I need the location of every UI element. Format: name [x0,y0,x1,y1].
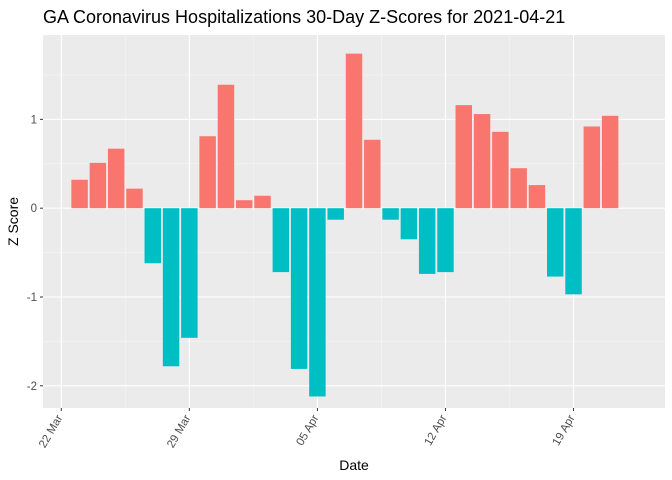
y-tick-label: 1 [31,114,37,126]
bar [364,139,381,209]
bar [217,84,235,209]
bar [565,208,582,295]
chart-title: GA Coronavirus Hospitalizations 30-Day Z… [43,7,565,27]
bar [236,200,253,209]
y-tick-label: -2 [27,381,37,393]
x-tick-label: 29 Mar [165,413,193,450]
bar [492,131,509,209]
bar [309,208,326,397]
bar [327,208,344,220]
x-tick-label: 22 Mar [37,413,65,450]
bar [455,105,472,209]
bar [107,148,125,209]
bar [199,136,216,209]
x-axis-title: Date [339,457,369,473]
bar [162,208,180,367]
x-tick-label: 19 Apr [551,413,578,448]
bar [473,114,491,209]
bar [345,53,363,209]
bar [418,208,436,274]
bar [382,208,399,220]
bar [254,195,271,209]
bar [272,208,290,273]
bar [583,126,601,209]
x-tick-label: 12 Apr [423,413,450,448]
bar [601,115,619,209]
bar [126,188,143,209]
bar [510,168,527,209]
y-tick-label: -1 [27,292,37,304]
bars [71,53,619,397]
bar [290,208,308,369]
y-axis-title: Z Score [5,197,21,246]
bar [71,179,88,209]
bar [547,208,564,277]
bar [181,208,198,338]
bar [400,208,418,240]
bar [437,208,454,273]
y-tick-label: 0 [31,203,37,215]
bar [89,162,107,209]
bar [144,208,161,264]
bar [528,185,546,209]
x-tick-label: 05 Apr [294,413,321,448]
